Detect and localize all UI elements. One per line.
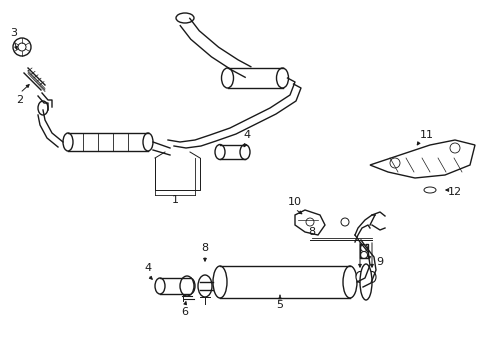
Ellipse shape (155, 278, 164, 294)
Ellipse shape (276, 68, 288, 88)
Circle shape (360, 244, 367, 252)
Ellipse shape (213, 266, 226, 298)
Ellipse shape (184, 278, 195, 294)
Ellipse shape (367, 271, 375, 283)
Circle shape (340, 218, 348, 226)
Text: 8: 8 (308, 227, 315, 237)
Ellipse shape (215, 144, 224, 159)
Ellipse shape (176, 13, 194, 23)
Circle shape (449, 143, 459, 153)
Ellipse shape (355, 271, 363, 283)
Text: 4: 4 (144, 263, 151, 273)
Ellipse shape (221, 68, 233, 88)
Circle shape (18, 43, 26, 51)
Text: 2: 2 (17, 95, 23, 105)
Ellipse shape (423, 187, 435, 193)
Polygon shape (369, 140, 474, 178)
Ellipse shape (240, 144, 249, 159)
Text: 6: 6 (181, 307, 188, 317)
Ellipse shape (180, 276, 194, 296)
Circle shape (389, 158, 399, 168)
Text: 9: 9 (376, 257, 383, 267)
Text: 3: 3 (10, 28, 18, 38)
Ellipse shape (142, 133, 153, 151)
Ellipse shape (342, 266, 356, 298)
Circle shape (305, 218, 313, 226)
Ellipse shape (63, 133, 73, 151)
Polygon shape (294, 210, 325, 235)
Text: 1: 1 (171, 195, 178, 205)
Circle shape (13, 38, 31, 56)
Text: 10: 10 (287, 197, 302, 207)
Text: 8: 8 (201, 243, 208, 253)
Text: 5: 5 (276, 300, 283, 310)
Ellipse shape (38, 101, 48, 115)
Text: 4: 4 (243, 130, 250, 140)
Text: 11: 11 (419, 130, 433, 140)
Ellipse shape (359, 264, 371, 300)
Text: 12: 12 (447, 187, 461, 197)
Ellipse shape (198, 275, 212, 297)
Circle shape (360, 252, 367, 258)
